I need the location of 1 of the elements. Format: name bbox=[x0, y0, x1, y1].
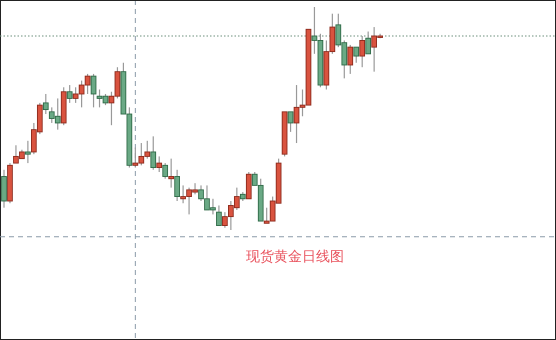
annotation: 现货黄金日线图 bbox=[246, 249, 344, 265]
